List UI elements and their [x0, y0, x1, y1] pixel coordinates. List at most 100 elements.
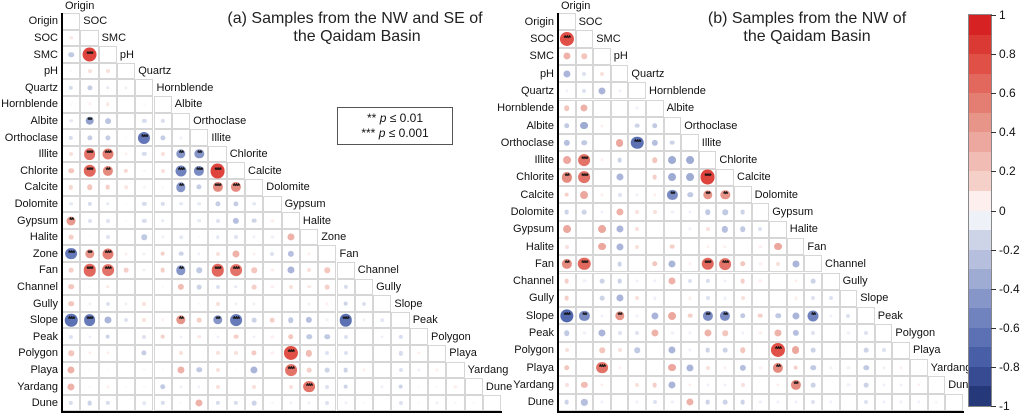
corr-dot: [706, 245, 710, 249]
corr-cell: [646, 220, 664, 238]
corr-dot: [64, 313, 78, 327]
colorbar-segment: [969, 34, 991, 55]
corr-dot: [758, 313, 763, 319]
corr-dot: [864, 400, 868, 405]
corr-cell: [575, 30, 594, 48]
corr-dot: [653, 193, 657, 197]
corr-dot: [69, 69, 73, 73]
corr-dot: [215, 251, 220, 256]
corr-dot: [705, 278, 710, 284]
row-label-slope: Slope: [29, 314, 58, 327]
corr-dot: [722, 226, 729, 233]
corr-dot: [325, 318, 329, 322]
corr-dot: [581, 399, 588, 406]
corr-cell: [751, 203, 770, 221]
corr-dot: [124, 152, 128, 156]
corr-cell: [628, 82, 646, 100]
row-label-chlorite: Chlorite: [20, 164, 58, 177]
corr-dot: [101, 264, 114, 277]
corr-cell: [593, 47, 611, 65]
corr-cell: [610, 393, 629, 411]
corr-dot: [652, 400, 657, 405]
corr-cell: [116, 328, 136, 345]
significance-stars: ***: [104, 248, 112, 258]
row-label-orthoclase: Orthoclase: [4, 131, 58, 144]
corr-dot: [791, 346, 800, 355]
corr-dot: [343, 351, 348, 356]
corr-dot: [124, 86, 128, 90]
significance-stars: ***: [86, 49, 93, 59]
corr-dot: [270, 335, 274, 339]
corr-dot: [142, 401, 147, 405]
corr-cell: [734, 237, 752, 256]
corr-dot: [124, 136, 128, 139]
corr-dot: [324, 367, 330, 373]
corr-dot: [581, 140, 588, 146]
corr-cell: [318, 245, 337, 262]
corr-dot: [69, 36, 73, 40]
corr-dot: [740, 347, 746, 354]
corr-dot: [564, 244, 569, 249]
corr-cell: [263, 361, 282, 379]
corr-dot: [196, 184, 202, 190]
significance-stars: **: [178, 314, 184, 324]
corr-dot: [652, 382, 658, 388]
corr-dot: [580, 104, 588, 112]
corr-dot: [723, 366, 727, 370]
corr-dot: [758, 279, 762, 283]
significance-stars: ***: [704, 172, 711, 182]
corr-dot: [175, 165, 187, 177]
corr-dot: [794, 279, 798, 283]
corr-dot: [686, 364, 694, 372]
colorbar-tick-label: -0.2: [999, 242, 1020, 257]
corr-dot: [106, 384, 110, 389]
axis-left: [61, 13, 63, 414]
diag-label-hornblende: Hornblende: [649, 84, 706, 97]
corr-dot: [215, 235, 220, 239]
corr-dot: [599, 296, 605, 301]
significance-stars: **: [215, 314, 220, 324]
corr-dot: [701, 257, 714, 271]
corr-dot: [212, 315, 223, 325]
corr-dot: [83, 314, 96, 326]
corr-dot: [668, 381, 676, 389]
row-label-halite: Halite: [525, 240, 554, 253]
corr-dot: [252, 252, 256, 256]
corr-dot: [863, 347, 869, 353]
corr-dot: [686, 173, 694, 182]
diag-label-origin: Origin: [65, 0, 95, 12]
corr-dot: [829, 366, 833, 370]
corr-dot: [846, 383, 850, 387]
corr-cell: [98, 46, 117, 63]
significance-stars: **: [197, 148, 202, 158]
corr-dot: [138, 131, 151, 144]
corr-dot: [142, 118, 147, 124]
corr-dot: [160, 218, 165, 223]
colorbar-segment: [969, 151, 991, 172]
corr-cell: [575, 359, 594, 377]
row-label-polygon: Polygon: [514, 344, 554, 357]
corr-dot: [435, 385, 439, 388]
corr-dot: [398, 367, 403, 372]
corr-dot: [700, 169, 716, 185]
significance-stars: ***: [86, 265, 93, 275]
significance-stars: ***: [232, 265, 240, 275]
corr-dot: [288, 384, 293, 389]
corr-dot: [67, 382, 75, 391]
corr-dot: [600, 400, 604, 404]
significance-stars: ***: [68, 248, 75, 258]
colorbar-segment: [969, 93, 991, 114]
corr-cell: [171, 295, 191, 312]
corr-dot: [307, 285, 311, 289]
corr-dot: [562, 156, 571, 165]
corr-dot: [688, 383, 692, 387]
corr-cell: [409, 328, 428, 345]
colorbar-segment: [969, 230, 991, 251]
corr-dot: [899, 383, 903, 387]
corr-cell: [208, 145, 227, 163]
significance-stars: ***: [86, 165, 93, 175]
corr-cell: [226, 378, 245, 395]
row-label-gully: Gully: [528, 292, 554, 305]
significance-stars: ***: [598, 362, 606, 372]
corr-dot: [722, 209, 728, 215]
